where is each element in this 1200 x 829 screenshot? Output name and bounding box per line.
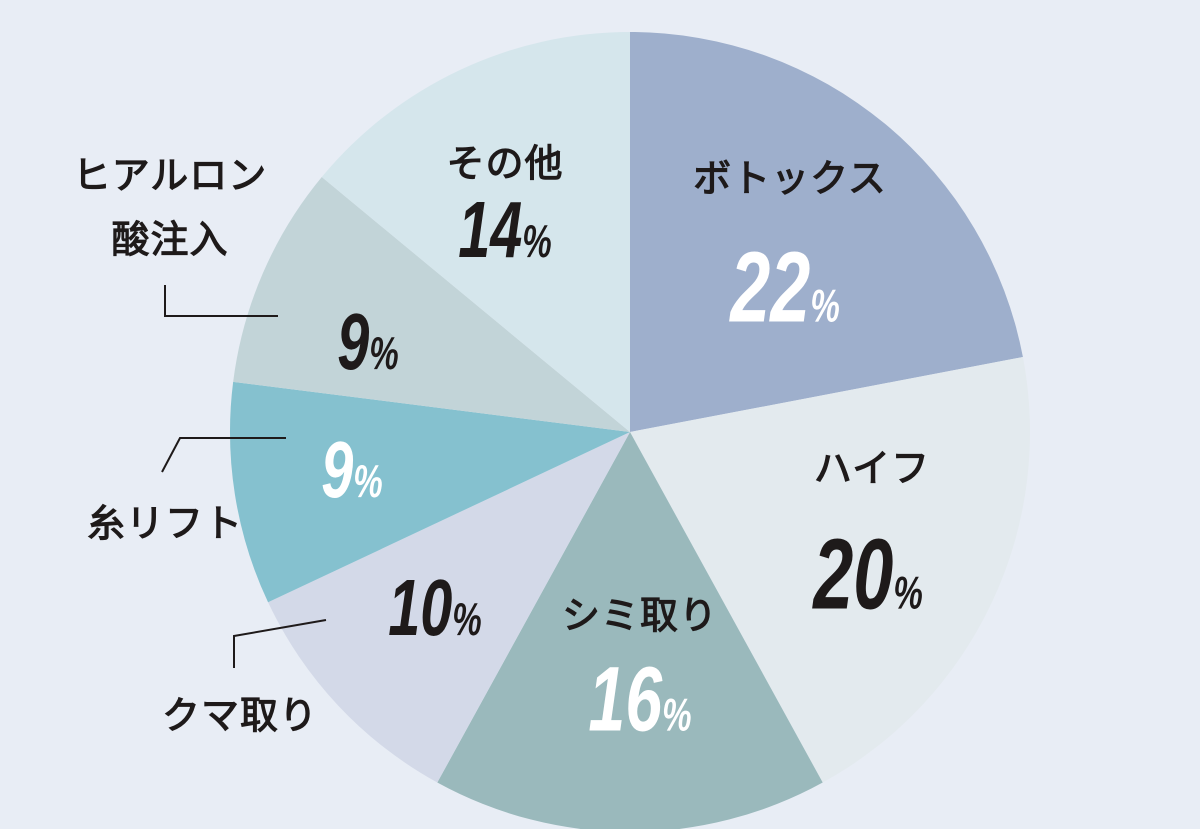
pie-slice-3	[268, 432, 630, 783]
slice-label-other: その他	[446, 141, 564, 186]
leader-line-2	[233, 619, 327, 668]
slice-value-thread-lift: 9%	[321, 425, 383, 514]
slice-label-thread-lift: 糸リフト	[86, 501, 244, 546]
pie-slice-4	[229, 381, 630, 603]
slice-label-botox: ボトックス	[693, 156, 887, 201]
pie-slice-5	[233, 177, 630, 432]
slice-value-hyaluronic: 9%	[337, 297, 399, 386]
slice-label-hifu: ハイフ	[813, 446, 931, 491]
pie-slice-6	[321, 32, 630, 432]
slice-label-hyaluronic-line2: 酸注入	[111, 217, 229, 262]
slice-value-other: 14%	[458, 185, 552, 274]
leader-line-1	[161, 437, 286, 473]
slice-value-dark-circle: 10%	[388, 563, 482, 652]
slice-value-botox: 22%	[730, 231, 840, 344]
pie-slice-1	[630, 357, 1030, 783]
slice-label-dark-circle: クマ取り	[161, 693, 319, 738]
slice-label-hyaluronic-line1: ヒアルロン	[72, 153, 268, 198]
slice-label-spot-removal: シミ取り	[561, 593, 719, 638]
slice-value-spot-removal: 16%	[588, 648, 692, 751]
pie-slice-2	[437, 432, 823, 829]
slice-value-hifu: 20%	[813, 518, 923, 631]
leader-line-0	[164, 285, 278, 317]
pie-slice-0	[630, 32, 1023, 432]
